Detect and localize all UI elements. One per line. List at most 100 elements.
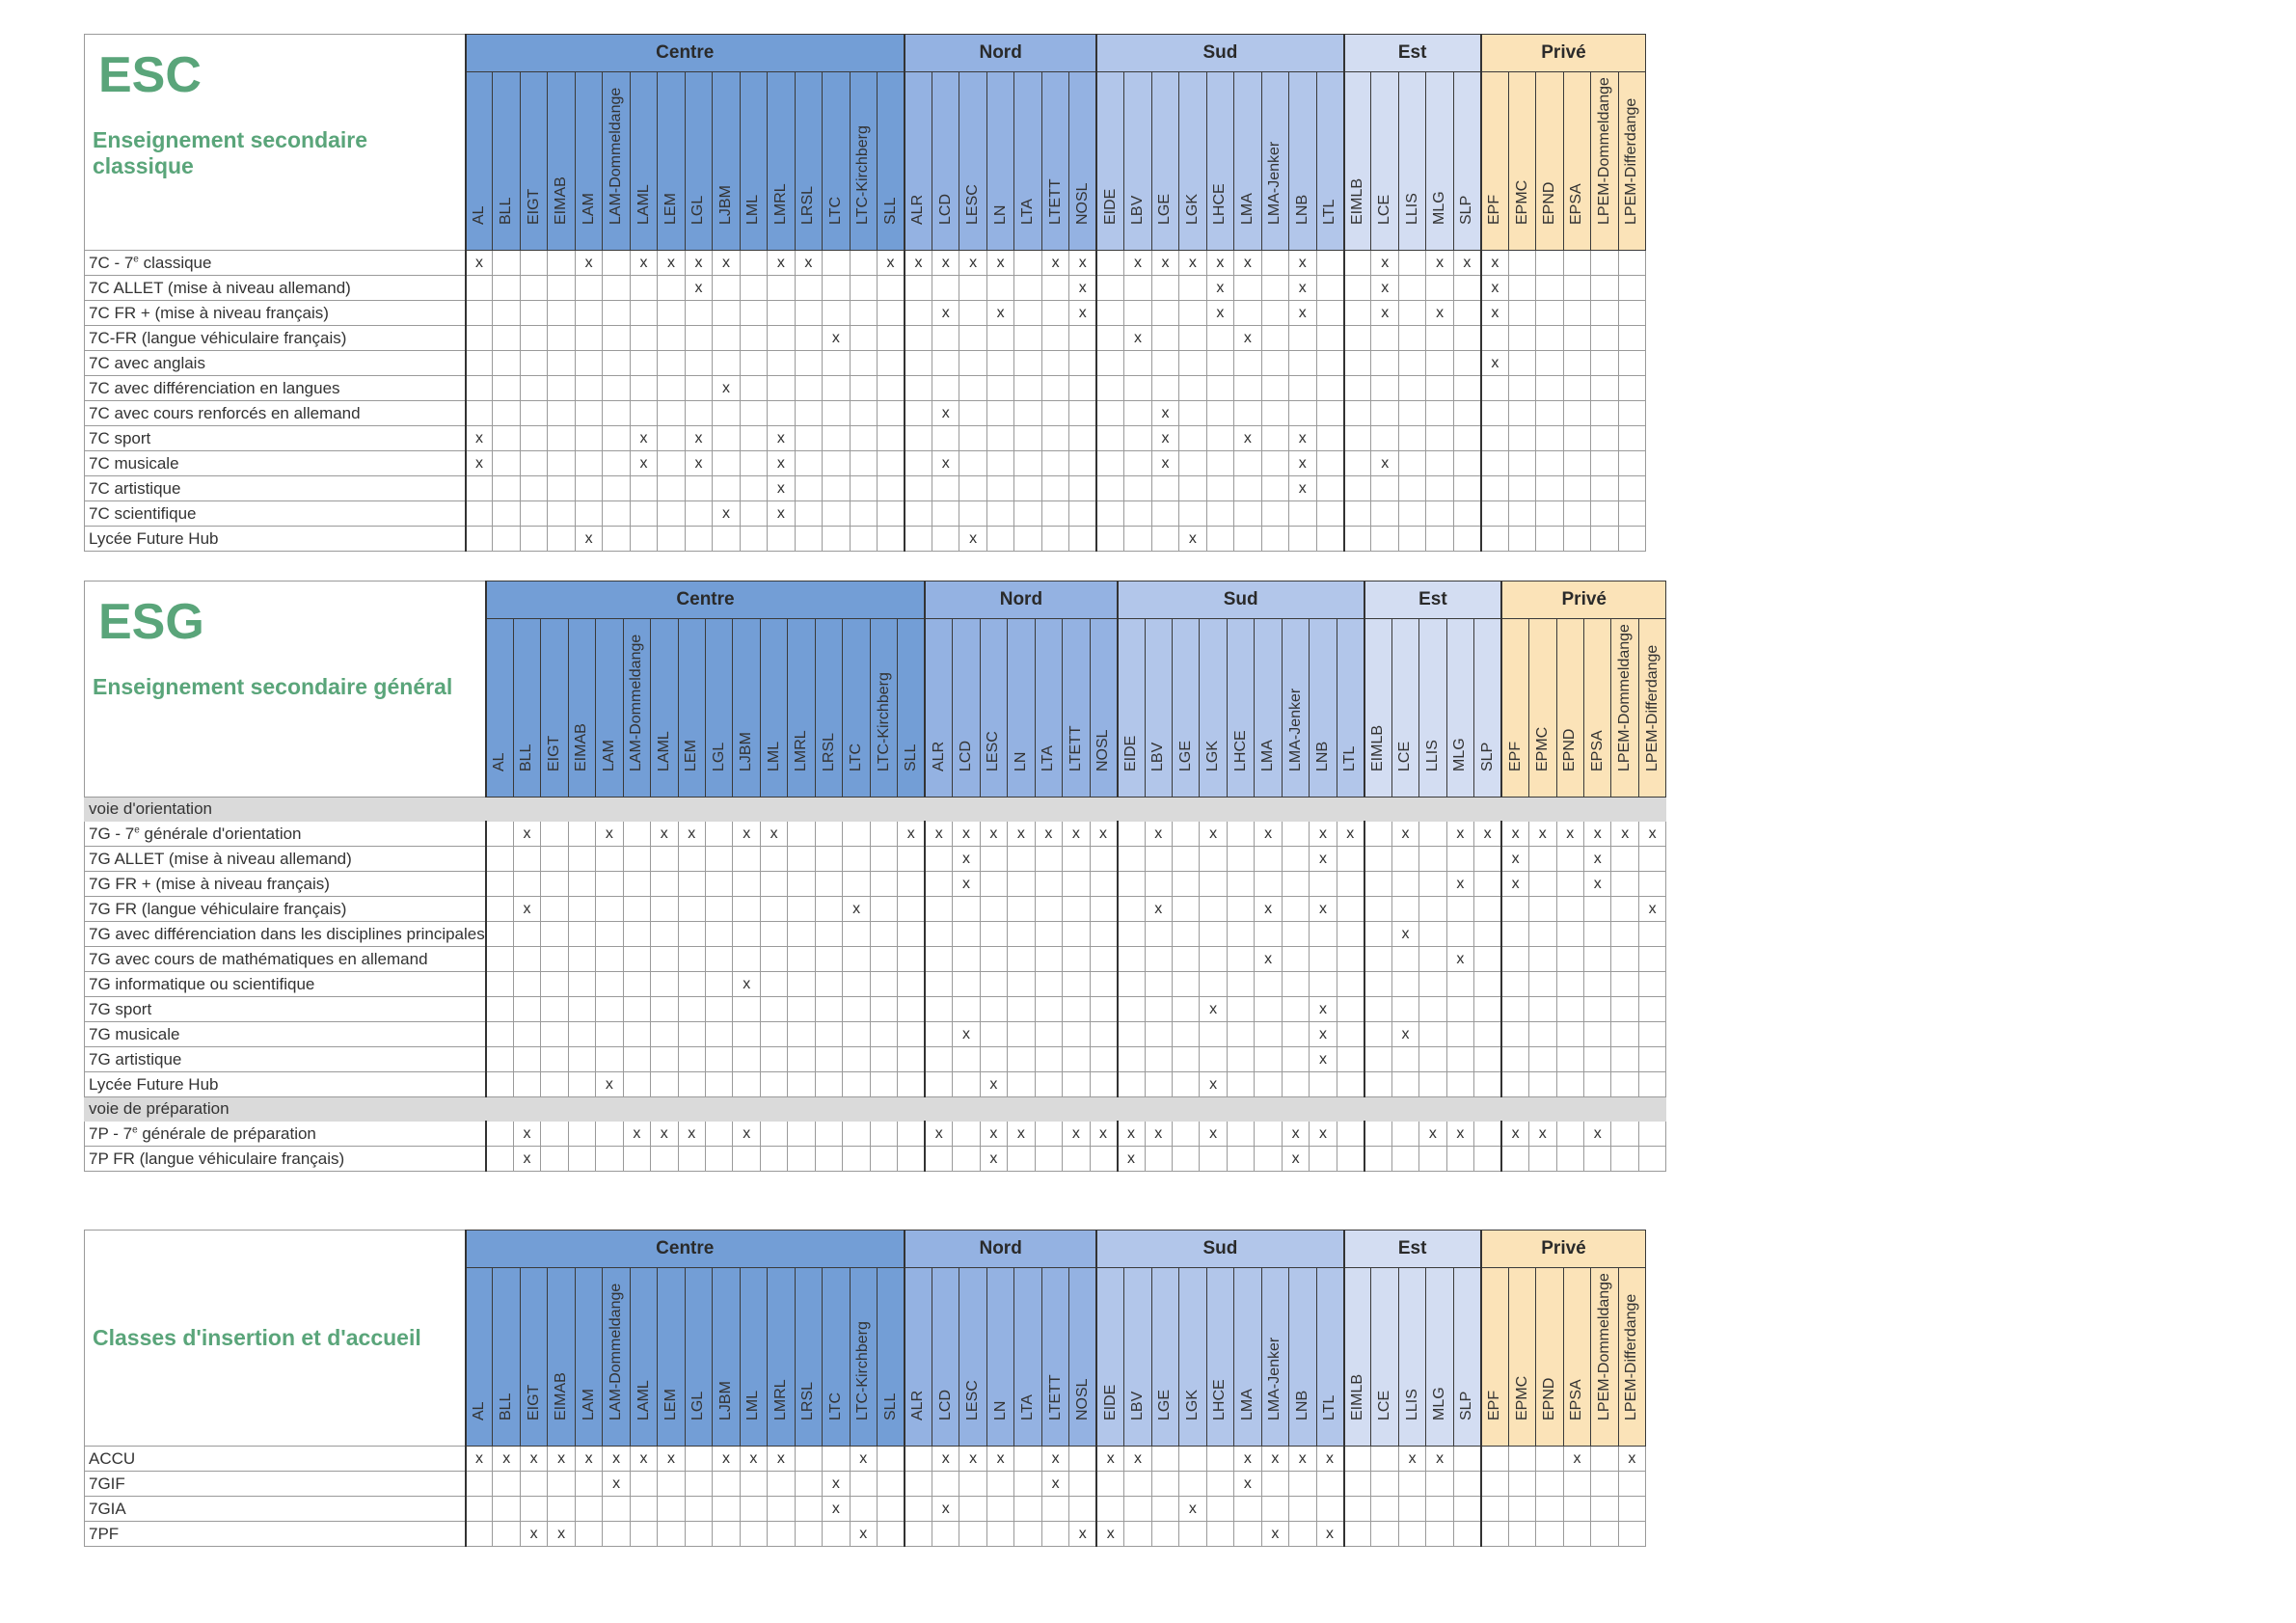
offer-cell	[622, 921, 652, 947]
school-header: LMA	[1233, 71, 1262, 251]
offer-cell	[1590, 500, 1619, 527]
school-header: LRSL	[794, 1267, 824, 1447]
offer-cell	[924, 1046, 954, 1072]
offer-cell	[924, 1146, 954, 1172]
school-header: EPMC	[1528, 618, 1557, 798]
offer-cell	[1013, 300, 1042, 326]
offer-cell: x	[931, 1446, 960, 1472]
offer-cell	[657, 475, 686, 501]
offer-cell	[842, 821, 871, 847]
offer-cell	[767, 400, 796, 426]
offer-cell	[1260, 1496, 1290, 1522]
offer-cell: x	[986, 300, 1015, 326]
offer-cell	[952, 1071, 981, 1097]
offer-cell	[1473, 871, 1502, 897]
offer-cell	[677, 996, 707, 1022]
offer-cell	[1617, 1521, 1647, 1547]
offer-cell	[1452, 450, 1482, 476]
offer-cell: x	[1562, 1446, 1592, 1472]
offer-cell	[732, 896, 761, 922]
offer-cell	[1500, 946, 1530, 972]
offer-cell	[704, 1071, 734, 1097]
offer-cell	[519, 1471, 549, 1497]
offer-cell	[979, 1046, 1009, 1072]
offer-cell: x	[1034, 821, 1064, 847]
offer-cell	[842, 1121, 871, 1147]
offer-cell: x	[1288, 250, 1317, 276]
offer-cell	[1535, 1496, 1564, 1522]
school-name: LGE	[1156, 193, 1174, 225]
offer-cell	[1582, 921, 1612, 947]
offer-cell: x	[1068, 300, 1097, 326]
offer-cell	[1590, 1496, 1619, 1522]
offer-cell	[903, 1446, 932, 1472]
offer-cell	[1116, 996, 1146, 1022]
offer-cell	[732, 846, 761, 872]
school-header: MLG	[1425, 71, 1454, 251]
school-name: LGE	[1156, 1389, 1174, 1420]
school-header: LEM	[657, 1267, 686, 1447]
offer-cell	[1205, 350, 1235, 376]
offer-cell	[1391, 871, 1420, 897]
school-name: LBV	[1149, 742, 1167, 771]
offer-cell	[877, 1471, 905, 1497]
school-header: LPEM-Differdange	[1617, 1267, 1647, 1447]
school-header: LTC-Kirchberg	[869, 618, 899, 798]
offer-cell	[1555, 1146, 1585, 1172]
offer-cell	[1535, 425, 1564, 451]
offer-cell	[1479, 450, 1509, 476]
offer-cell	[1336, 921, 1365, 947]
offer-cell	[512, 971, 542, 997]
offer-cell	[986, 500, 1015, 527]
offer-cell	[629, 325, 659, 351]
offer-cell	[1617, 1496, 1647, 1522]
offer-cell	[622, 846, 652, 872]
offer-cell	[1425, 526, 1454, 552]
offer-cell	[1452, 1446, 1482, 1472]
school-name: AL	[470, 205, 487, 225]
offer-cell	[677, 921, 707, 947]
offer-cell	[1336, 996, 1365, 1022]
school-header: LBV	[1123, 1267, 1152, 1447]
offer-cell	[1397, 1521, 1427, 1547]
offer-cell	[794, 475, 824, 501]
offer-cell	[1363, 1046, 1392, 1072]
offer-cell	[1363, 846, 1392, 872]
table-row: 7P FR (langue véhiculaire français) x x x x	[83, 1146, 1667, 1172]
offer-cell	[574, 475, 604, 501]
offer-cell	[1150, 1496, 1180, 1522]
school-header: LPEM-Dommeldange	[1590, 71, 1619, 251]
offer-cell	[794, 375, 824, 401]
offer-cell	[1178, 1446, 1207, 1472]
school-header: LAM	[574, 71, 604, 251]
offer-cell	[739, 526, 769, 552]
offer-cell	[657, 275, 686, 301]
offer-cell	[540, 821, 569, 847]
row-label: 7GIA	[84, 1496, 467, 1522]
offer-cell	[869, 871, 899, 897]
table-row: 7C ALLET (mise à niveau allemand) x x x x x x	[84, 275, 1647, 301]
offer-cell	[1150, 1521, 1180, 1547]
offer-cell	[622, 1021, 652, 1047]
offer-cell: x	[512, 896, 542, 922]
school-name: EPF	[1486, 194, 1503, 225]
school-name: MLG	[1451, 738, 1469, 771]
offer-cell	[822, 425, 851, 451]
offer-cell	[1582, 1021, 1612, 1047]
offer-cell	[767, 1471, 796, 1497]
offer-cell	[1034, 996, 1064, 1022]
offer-cell	[1507, 475, 1537, 501]
offer-cell: x	[1425, 300, 1454, 326]
offer-cell	[986, 400, 1015, 426]
offer-cell	[1582, 896, 1612, 922]
row-label: 7G informatique ou scientifique	[83, 971, 487, 997]
school-name: LHCE	[1211, 1379, 1229, 1420]
offer-cell	[1473, 996, 1502, 1022]
offer-cell	[1535, 275, 1564, 301]
offer-cell	[1013, 400, 1042, 426]
school-header: LCE	[1370, 1267, 1399, 1447]
region-header: Privé	[1479, 1230, 1647, 1268]
offer-cell	[712, 1521, 741, 1547]
row-label: 7G sport	[83, 996, 487, 1022]
offer-cell	[492, 500, 521, 527]
